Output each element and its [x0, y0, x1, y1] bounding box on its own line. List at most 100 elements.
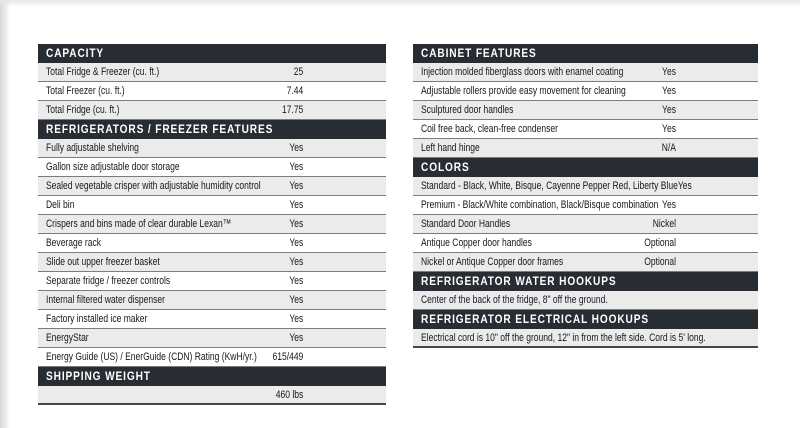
spec-section-1: REFRIGERATORS / FREEZER FEATURES Fully ad… [38, 120, 386, 367]
row-label: Adjustable rollers provide easy movement… [421, 85, 626, 97]
table-row-content: Internal filtered water dispenser Yes [46, 294, 303, 306]
table-row-content: Premium - Black/White combination, Black… [421, 199, 676, 211]
row-label: Crispers and bins made of clear durable … [46, 218, 232, 230]
table-row: Standard - Black, White, Bisque, Cayenne… [413, 177, 758, 196]
row-value: Yes [289, 161, 304, 173]
row-label: Total Freezer (cu. ft.) [46, 85, 125, 97]
row-value: Yes [289, 180, 304, 192]
table-row-content: Crispers and bins made of clear durable … [46, 218, 303, 230]
row-label: Separate fridge / freezer controls [46, 275, 171, 287]
section-header: REFRIGERATOR WATER HOOKUPS [413, 272, 758, 291]
scan-edge-top [0, 0, 800, 7]
table-row: Antique Copper door handles Optional [413, 234, 758, 253]
section-rows: Injection molded fiberglass doors with e… [413, 63, 758, 158]
section-rows: 460 lbs [38, 386, 386, 405]
table-row: Nickel or Antique Copper door frames Opti… [413, 253, 758, 272]
table-row: Total Freezer (cu. ft.) 7.44 [38, 82, 386, 101]
row-label: Fully adjustable shelving [46, 142, 139, 154]
row-value: Optional [644, 237, 676, 249]
section-header: COLORS [413, 158, 758, 177]
table-row-content: Electrical cord is 10" off the ground, 1… [421, 332, 706, 344]
row-label: Gallon size adjustable door storage [46, 161, 180, 173]
table-row-content: Total Freezer (cu. ft.) 7.44 [46, 85, 303, 97]
row-value: Yes [289, 313, 304, 325]
spec-section-1: COLORS Standard - Black, White, Bisque, C… [413, 158, 758, 272]
row-value: Optional [644, 256, 676, 268]
table-row: Separate fridge / freezer controls Yes [38, 272, 386, 291]
table-row: Crispers and bins made of clear durable … [38, 215, 386, 234]
section-title: CAPACITY [46, 47, 105, 60]
section-title: CABINET FEATURES [421, 47, 537, 60]
table-row: Injection molded fiberglass doors with e… [413, 63, 758, 82]
table-row-content: Adjustable rollers provide easy movement… [421, 85, 676, 97]
row-value: Yes [662, 85, 676, 97]
section-header: SHIPPING WEIGHT [38, 367, 386, 386]
row-value: 615/449 [272, 351, 304, 363]
table-row-content: Antique Copper door handles Optional [421, 237, 676, 249]
row-label: Electrical cord is 10" off the ground, 1… [421, 331, 706, 344]
row-label: Total Fridge & Freezer (cu. ft.) [46, 66, 160, 78]
table-row: Premium - Black/White combination, Black… [413, 196, 758, 215]
row-label: Sealed vegetable crisper with adjustable… [46, 180, 261, 192]
table-row-content: Nickel or Antique Copper door frames Opti… [421, 256, 676, 268]
table-row-content: Injection molded fiberglass doors with e… [421, 66, 676, 78]
row-value: Yes [662, 66, 676, 78]
table-row-content: Factory installed ice maker Yes [46, 313, 303, 325]
table-row: Total Fridge (cu. ft.) 17.75 [38, 101, 386, 120]
section-rows: Standard - Black, White, Bisque, Cayenne… [413, 177, 758, 272]
section-header: REFRIGERATORS / FREEZER FEATURES [38, 120, 386, 139]
row-label: Coil free back, clean-free condenser [421, 123, 558, 135]
spec-section-0: CAPACITY Total Fridge & Freezer (cu. ft.)… [38, 44, 386, 120]
table-row: Electrical cord is 10" off the ground, 1… [413, 329, 758, 348]
row-value: Yes [289, 275, 304, 287]
row-label: Total Fridge (cu. ft.) [46, 104, 120, 116]
row-value: Yes [289, 332, 304, 344]
section-header: REFRIGERATOR ELECTRICAL HOOKUPS [413, 310, 758, 329]
table-row: Deli bin Yes [38, 196, 386, 215]
row-label: Injection molded fiberglass doors with e… [421, 66, 624, 78]
section-rows: Center of the back of the fridge, 8" off… [413, 291, 758, 310]
section-title: REFRIGERATOR ELECTRICAL HOOKUPS [421, 313, 650, 326]
row-label: Premium - Black/White combination, Black… [421, 199, 659, 211]
row-label: Deli bin [46, 199, 75, 211]
section-rows: Fully adjustable shelving Yes Gallon size … [38, 139, 386, 367]
table-row: EnergyStar Yes [38, 329, 386, 348]
table-row: Left hand hinge N/A [413, 139, 758, 158]
table-row-content: Left hand hinge N/A [421, 142, 676, 154]
section-title: REFRIGERATOR WATER HOOKUPS [421, 275, 617, 288]
spec-section-2: SHIPPING WEIGHT 460 lbs [38, 367, 386, 405]
row-value: Yes [662, 104, 676, 116]
row-label: Internal filtered water dispenser [46, 294, 165, 306]
table-row-content: Sculptured door handles Yes [421, 104, 676, 116]
section-header: CAPACITY [38, 44, 386, 63]
section-rows: Total Fridge & Freezer (cu. ft.) 25 Total … [38, 63, 386, 120]
right-column: CABINET FEATURES Injection molded fibergl… [413, 44, 758, 348]
row-label: EnergyStar [46, 332, 89, 344]
scan-edge-left [0, 0, 10, 428]
row-label: Antique Copper door handles [421, 237, 532, 249]
row-label: Slide out upper freezer basket [46, 256, 160, 268]
row-value: Nickel [652, 218, 676, 230]
table-row-content: Total Fridge & Freezer (cu. ft.) 25 [46, 66, 303, 78]
table-row: Gallon size adjustable door storage Yes [38, 158, 386, 177]
spec-section-2: REFRIGERATOR WATER HOOKUPS Center of the … [413, 272, 758, 310]
row-label: Nickel or Antique Copper door frames [421, 256, 564, 268]
row-value: Yes [289, 237, 304, 249]
table-row: Energy Guide (US) / EnerGuide (CDN) Rati… [38, 348, 386, 367]
section-title: REFRIGERATORS / FREEZER FEATURES [46, 123, 274, 136]
table-row-content: Energy Guide (US) / EnerGuide (CDN) Rati… [46, 351, 303, 363]
table-row-content: Separate fridge / freezer controls Yes [46, 275, 303, 287]
table-row-content: Standard Door Handles Nickel [421, 218, 676, 230]
table-row-content: Slide out upper freezer basket Yes [46, 256, 303, 268]
table-row: Factory installed ice maker Yes [38, 310, 386, 329]
table-row: Coil free back, clean-free condenser Yes [413, 120, 758, 139]
row-value: N/A [661, 142, 676, 154]
row-value: Yes [662, 199, 676, 211]
table-row: Slide out upper freezer basket Yes [38, 253, 386, 272]
row-label: Standard - Black, White, Bisque, Cayenne… [421, 180, 678, 192]
table-row: Beverage rack Yes [38, 234, 386, 253]
section-rows: Electrical cord is 10" off the ground, 1… [413, 329, 758, 348]
row-value: 25 [293, 66, 304, 78]
table-row-content: Coil free back, clean-free condenser Yes [421, 123, 676, 135]
table-row: Total Fridge & Freezer (cu. ft.) 25 [38, 63, 386, 82]
